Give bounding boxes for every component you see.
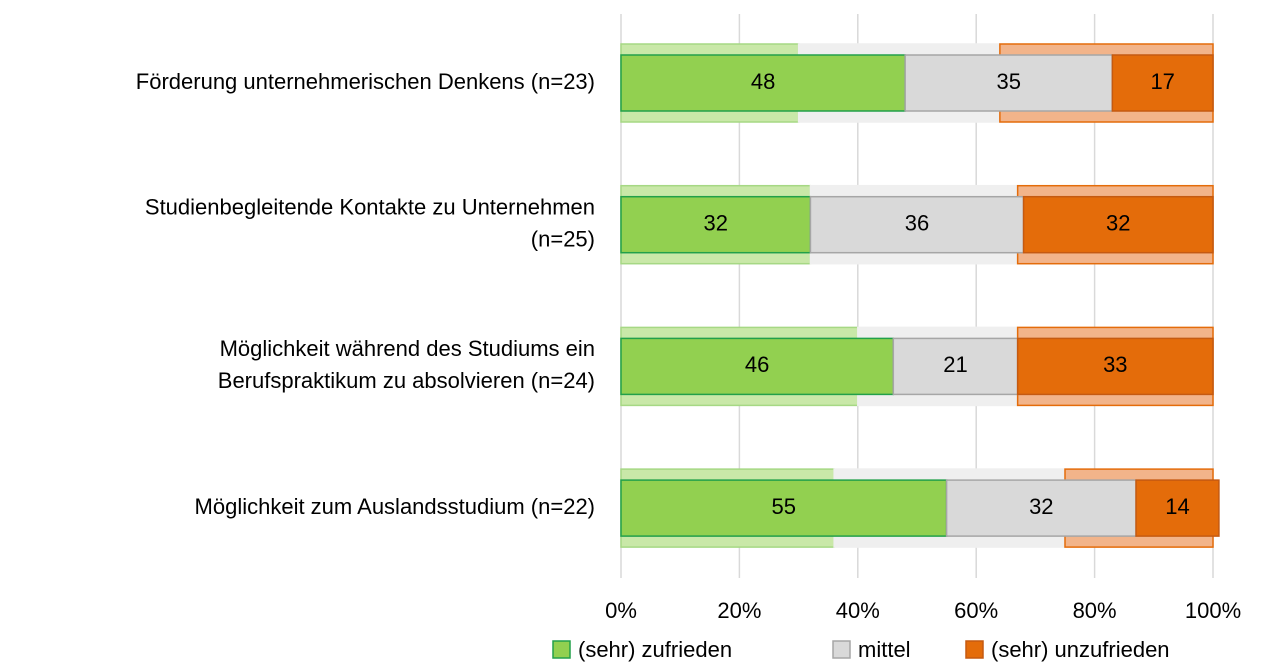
- data-label: 35: [997, 69, 1021, 94]
- x-tick-label: 100%: [1185, 598, 1241, 623]
- bar: [620, 54, 906, 112]
- category-label: Möglichkeit zum Auslandsstudium (n=22): [195, 494, 595, 519]
- category-label: Studienbegleitende Kontakte zu Unternehm…: [145, 195, 595, 220]
- data-label: 21: [943, 352, 967, 377]
- legend-label: (sehr) unzufrieden: [991, 637, 1170, 662]
- legend-label: mittel: [858, 637, 911, 662]
- data-label: 32: [1029, 494, 1053, 519]
- data-label: 48: [751, 69, 775, 94]
- bar: [892, 337, 1019, 396]
- data-label: 32: [703, 211, 727, 236]
- data-label: 32: [1106, 211, 1130, 236]
- x-tick-label: 40%: [836, 598, 880, 623]
- bar: [1022, 195, 1214, 254]
- data-label: 55: [772, 494, 796, 519]
- bar: [945, 479, 1137, 537]
- legend-swatch: [552, 640, 571, 659]
- data-label: 46: [745, 352, 769, 377]
- legend-label: (sehr) zufrieden: [578, 637, 732, 662]
- bar: [1135, 479, 1220, 537]
- data-label: 14: [1165, 494, 1189, 519]
- x-tick-label: 20%: [717, 598, 761, 623]
- x-tick-label: 0%: [605, 598, 637, 623]
- category-label: Möglichkeit während des Studiums ein: [220, 336, 595, 361]
- x-tick-label: 60%: [954, 598, 998, 623]
- bar: [904, 54, 1114, 112]
- legend-swatch: [832, 640, 851, 659]
- bar: [809, 195, 1025, 254]
- bar: [1111, 54, 1214, 112]
- data-label: 36: [905, 211, 929, 236]
- category-label: (n=25): [531, 227, 595, 252]
- legend-swatch: [965, 640, 984, 659]
- category-label: Berufspraktikum zu absolvieren (n=24): [218, 368, 595, 393]
- data-label: 33: [1103, 352, 1127, 377]
- data-label: 17: [1150, 69, 1174, 94]
- bar: [620, 195, 812, 254]
- bar: [1016, 337, 1214, 396]
- x-tick-label: 80%: [1073, 598, 1117, 623]
- category-label: Förderung unternehmerischen Denkens (n=2…: [136, 69, 595, 94]
